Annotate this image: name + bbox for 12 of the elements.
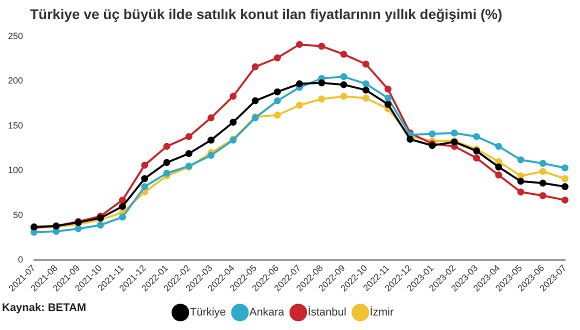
- legend-label: İstanbul: [308, 306, 346, 319]
- y-tick-label: 0: [18, 254, 24, 264]
- legend-label: Ankara: [249, 306, 286, 319]
- y-tick-label: 250: [8, 30, 24, 41]
- y-tick-label: 100: [8, 165, 24, 176]
- y-tick-label: 150: [8, 120, 24, 130]
- chart-title: Türkiye ve üç büyük ilde satılık konut ilan fiyatlarının yıllık değişimi (%): [30, 6, 502, 22]
- text: Kaynak: BETAM: [2, 302, 86, 314]
- y-tick-label: 200: [8, 76, 24, 86]
- legend-label: Türkiye: [190, 306, 226, 319]
- legend-label: İzmir: [370, 306, 394, 319]
- y-tick-label: 50: [13, 210, 24, 220]
